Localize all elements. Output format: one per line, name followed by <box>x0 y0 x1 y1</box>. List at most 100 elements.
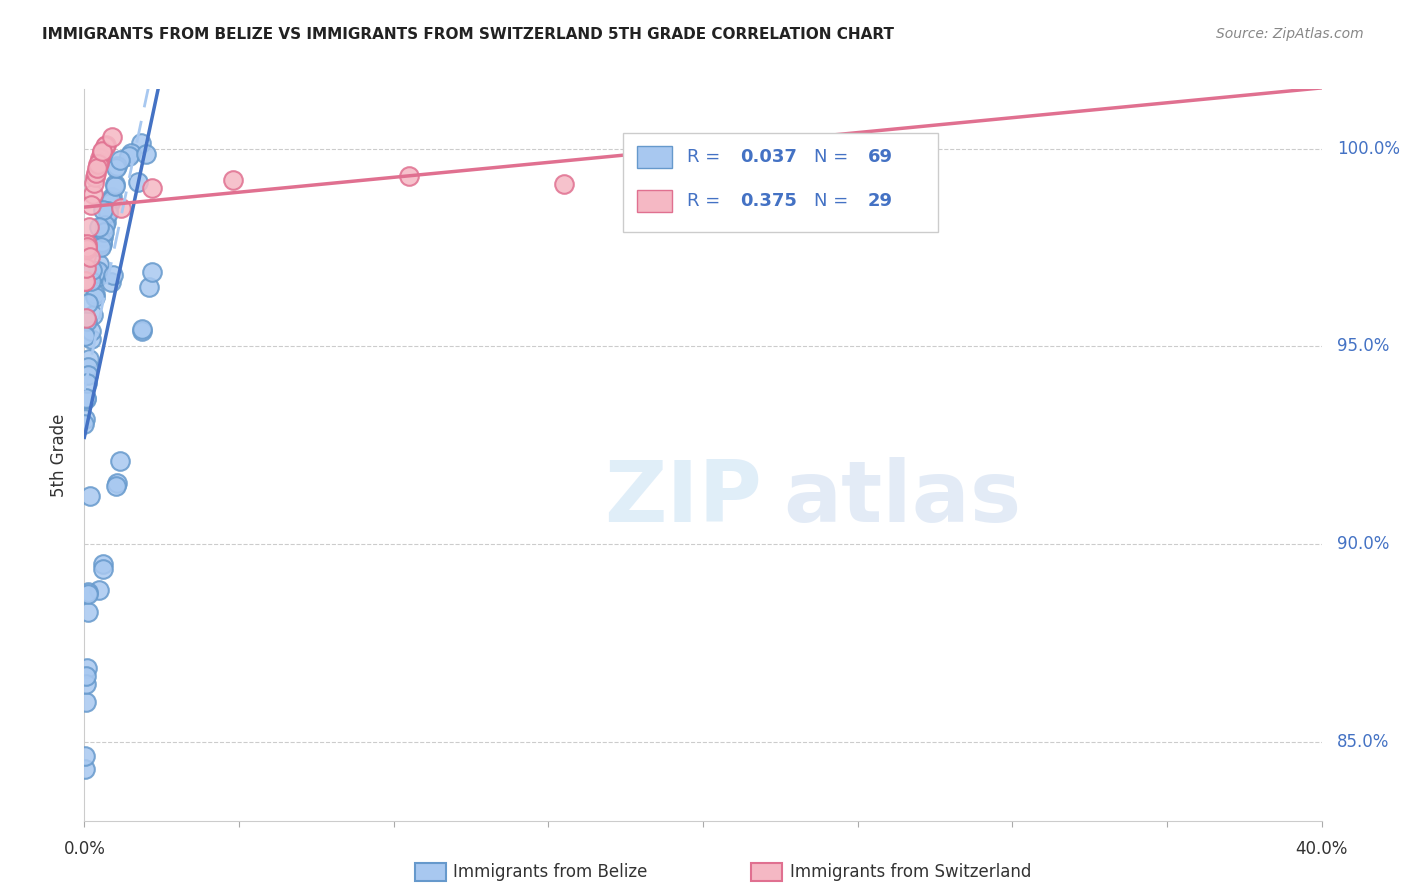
Point <box>75 669 97 683</box>
Point <box>141 264 163 278</box>
Point <box>77 219 100 234</box>
Point <box>129 136 152 150</box>
Point <box>75 249 97 263</box>
Point <box>131 324 153 338</box>
Point <box>97 206 120 220</box>
Point <box>84 166 107 180</box>
Point <box>104 179 127 194</box>
Point <box>89 582 111 597</box>
Point <box>110 201 132 215</box>
Point <box>76 605 98 619</box>
Point <box>138 280 160 294</box>
Text: 100.0%: 100.0% <box>1337 139 1400 158</box>
Text: N =: N = <box>814 148 855 166</box>
Point <box>77 585 100 599</box>
Point <box>91 230 114 244</box>
Y-axis label: 5th Grade: 5th Grade <box>51 413 69 497</box>
Point <box>90 240 112 254</box>
Point <box>120 146 142 161</box>
Point <box>75 329 97 343</box>
Point <box>100 193 122 207</box>
Point <box>86 161 108 175</box>
Text: 0.037: 0.037 <box>740 148 797 166</box>
Point <box>73 412 96 426</box>
Point <box>131 322 153 336</box>
Text: 0.0%: 0.0% <box>63 840 105 858</box>
Point <box>91 235 114 249</box>
Point <box>91 145 114 159</box>
Point <box>73 274 96 288</box>
Point <box>110 153 132 167</box>
Point <box>82 262 104 277</box>
Point <box>91 145 114 160</box>
Point <box>87 220 110 235</box>
Point <box>98 196 121 211</box>
Point <box>97 204 120 219</box>
Point <box>76 314 98 328</box>
Point <box>84 289 107 303</box>
Text: Source: ZipAtlas.com: Source: ZipAtlas.com <box>1216 27 1364 41</box>
Bar <box>637 190 672 212</box>
Point <box>222 173 245 187</box>
Text: N =: N = <box>814 192 855 211</box>
Point <box>94 139 117 153</box>
Text: Immigrants from Switzerland: Immigrants from Switzerland <box>790 863 1032 881</box>
Point <box>86 270 108 285</box>
Point <box>87 266 110 280</box>
Point <box>84 287 107 301</box>
Point <box>141 181 163 195</box>
Point <box>79 489 101 503</box>
Point <box>553 177 575 191</box>
Point <box>105 479 128 493</box>
Point <box>94 219 117 233</box>
Text: R =: R = <box>688 192 725 211</box>
Text: atlas: atlas <box>783 458 1022 541</box>
Point <box>75 310 97 325</box>
Text: 40.0%: 40.0% <box>1295 840 1348 858</box>
Point <box>76 376 98 390</box>
Point <box>82 186 104 201</box>
Text: 69: 69 <box>868 148 893 166</box>
Point <box>73 417 96 431</box>
Point <box>89 151 111 165</box>
Point <box>76 368 98 383</box>
Point <box>75 695 97 709</box>
Point <box>87 263 110 277</box>
Point <box>91 562 114 576</box>
Point <box>77 587 100 601</box>
Point <box>80 274 103 288</box>
Point <box>105 476 128 491</box>
Point <box>73 274 96 288</box>
Point <box>91 202 114 217</box>
Point <box>73 748 96 763</box>
Point <box>80 198 103 212</box>
Point <box>76 242 98 256</box>
Point <box>75 392 97 406</box>
Point <box>75 392 97 406</box>
Point <box>82 308 104 322</box>
Point <box>101 268 124 283</box>
Text: 29: 29 <box>868 192 893 211</box>
Point <box>398 169 420 184</box>
Point <box>118 149 141 163</box>
Text: 85.0%: 85.0% <box>1337 732 1389 750</box>
Point <box>76 239 98 253</box>
Point <box>75 677 97 691</box>
Point <box>87 157 110 171</box>
Point <box>93 226 115 240</box>
Point <box>94 215 117 229</box>
Bar <box>637 146 672 169</box>
Point <box>86 266 108 280</box>
Point <box>105 161 128 175</box>
Text: R =: R = <box>688 148 725 166</box>
Point <box>73 762 96 776</box>
Point <box>105 159 128 173</box>
Text: Immigrants from Belize: Immigrants from Belize <box>453 863 647 881</box>
Point <box>87 156 110 170</box>
Point <box>104 178 127 192</box>
Point <box>79 251 101 265</box>
Point <box>110 453 132 467</box>
Point <box>135 147 157 161</box>
Point <box>76 236 98 251</box>
Text: 0.375: 0.375 <box>740 192 797 211</box>
